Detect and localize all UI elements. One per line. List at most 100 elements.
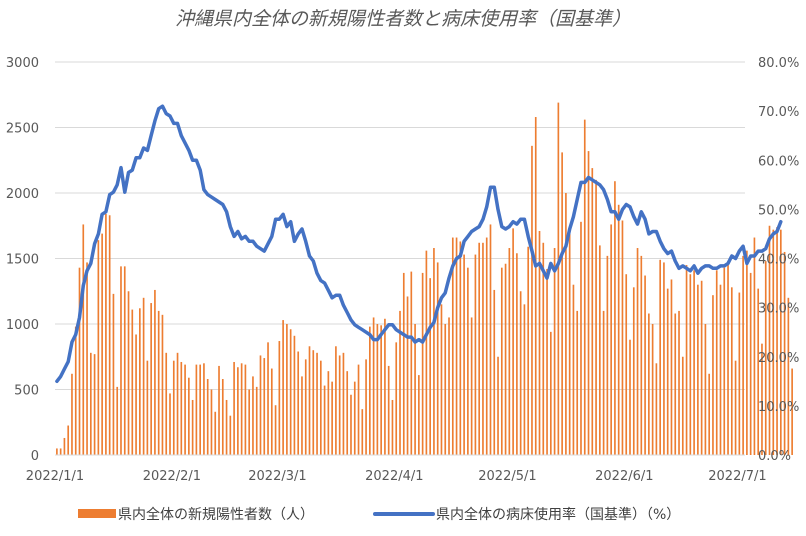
bar xyxy=(127,291,130,455)
bar xyxy=(350,394,352,455)
bar xyxy=(534,117,537,456)
x-axis: 2022/1/1 2022/2/1 2022/3/1 2022/4/1 2022/5/1… xyxy=(26,454,767,484)
bar xyxy=(78,267,81,455)
bar xyxy=(621,220,624,455)
bar xyxy=(59,448,62,455)
bar xyxy=(210,389,213,455)
y2-tick-label: 10.0% xyxy=(758,400,799,415)
bar xyxy=(316,352,318,455)
y-tick-label: 0 xyxy=(31,449,39,464)
bar xyxy=(500,267,503,455)
y-axis-left: 0 500 1000 1500 2000 2500 3000 xyxy=(6,56,39,464)
y2-tick-label: 80.0% xyxy=(758,56,799,71)
bar xyxy=(681,356,684,455)
bar xyxy=(161,314,164,455)
bar xyxy=(580,221,582,455)
bar xyxy=(749,272,752,455)
bar xyxy=(353,381,356,455)
bar xyxy=(508,248,511,455)
bar xyxy=(542,242,545,455)
bar xyxy=(289,329,292,455)
bar xyxy=(123,266,126,455)
bar xyxy=(169,393,171,455)
bar xyxy=(497,356,499,455)
bar xyxy=(184,364,186,455)
bar xyxy=(776,227,778,455)
bar xyxy=(89,352,92,455)
y-tick-label: 2000 xyxy=(6,187,39,202)
bar xyxy=(240,363,243,455)
bar xyxy=(719,284,722,455)
bar xyxy=(342,352,345,455)
bar xyxy=(470,317,473,455)
bar xyxy=(787,297,790,455)
bar xyxy=(101,233,103,455)
y-axis-right: 0.0% 10.0% 20.0% 30.0% 40.0% 50.0% 60.0% 70.0% 8… xyxy=(758,56,799,464)
bar xyxy=(120,266,122,455)
bar xyxy=(304,359,307,455)
bar-series xyxy=(56,102,793,456)
bar xyxy=(297,351,300,455)
bar xyxy=(384,318,386,455)
bar xyxy=(685,265,688,455)
bar xyxy=(670,279,673,455)
bar xyxy=(493,289,496,455)
bar xyxy=(63,437,66,455)
bar xyxy=(715,270,718,455)
bar xyxy=(82,224,85,455)
bar xyxy=(108,215,111,455)
bar xyxy=(410,271,413,455)
bar xyxy=(154,289,156,455)
y2-tick-label: 70.0% xyxy=(758,105,799,120)
bar xyxy=(753,237,756,455)
bar xyxy=(697,284,699,455)
bar xyxy=(659,259,661,455)
bar xyxy=(267,342,269,455)
bar xyxy=(286,324,288,455)
bar xyxy=(516,253,518,455)
bar xyxy=(783,251,786,455)
bar xyxy=(218,365,220,455)
bar xyxy=(640,255,643,455)
bar xyxy=(651,324,654,455)
bar xyxy=(165,352,168,455)
bar xyxy=(221,379,224,455)
bar xyxy=(278,341,281,455)
bar xyxy=(474,254,477,455)
bar xyxy=(414,324,416,455)
bar xyxy=(116,386,119,455)
bar xyxy=(361,409,364,455)
bar xyxy=(519,291,522,455)
y-tick-label: 1000 xyxy=(6,318,39,333)
bar xyxy=(663,262,665,455)
bar xyxy=(768,225,771,455)
bar xyxy=(723,267,726,455)
bar xyxy=(666,288,669,455)
bar xyxy=(700,280,703,455)
bar xyxy=(142,297,145,455)
bar xyxy=(214,411,217,455)
bar xyxy=(74,326,77,455)
bar xyxy=(369,326,371,455)
legend-label-bar: 県内全体の新規陽性者数（人） xyxy=(118,506,314,523)
bar xyxy=(71,373,73,455)
bar xyxy=(527,246,530,455)
x-tick-label: 2022/2/1 xyxy=(143,469,201,484)
bar xyxy=(429,278,431,455)
bar xyxy=(587,151,590,455)
bar xyxy=(606,255,609,455)
bar xyxy=(704,324,707,455)
bar xyxy=(270,368,273,455)
bar xyxy=(531,145,533,455)
bar xyxy=(689,274,692,455)
bar xyxy=(549,331,552,455)
bar xyxy=(203,363,205,455)
bar xyxy=(199,364,201,455)
bar xyxy=(546,268,548,455)
bar xyxy=(764,261,767,455)
bar xyxy=(263,358,266,455)
bar xyxy=(467,267,469,455)
bar xyxy=(248,389,251,455)
bar xyxy=(455,237,458,455)
